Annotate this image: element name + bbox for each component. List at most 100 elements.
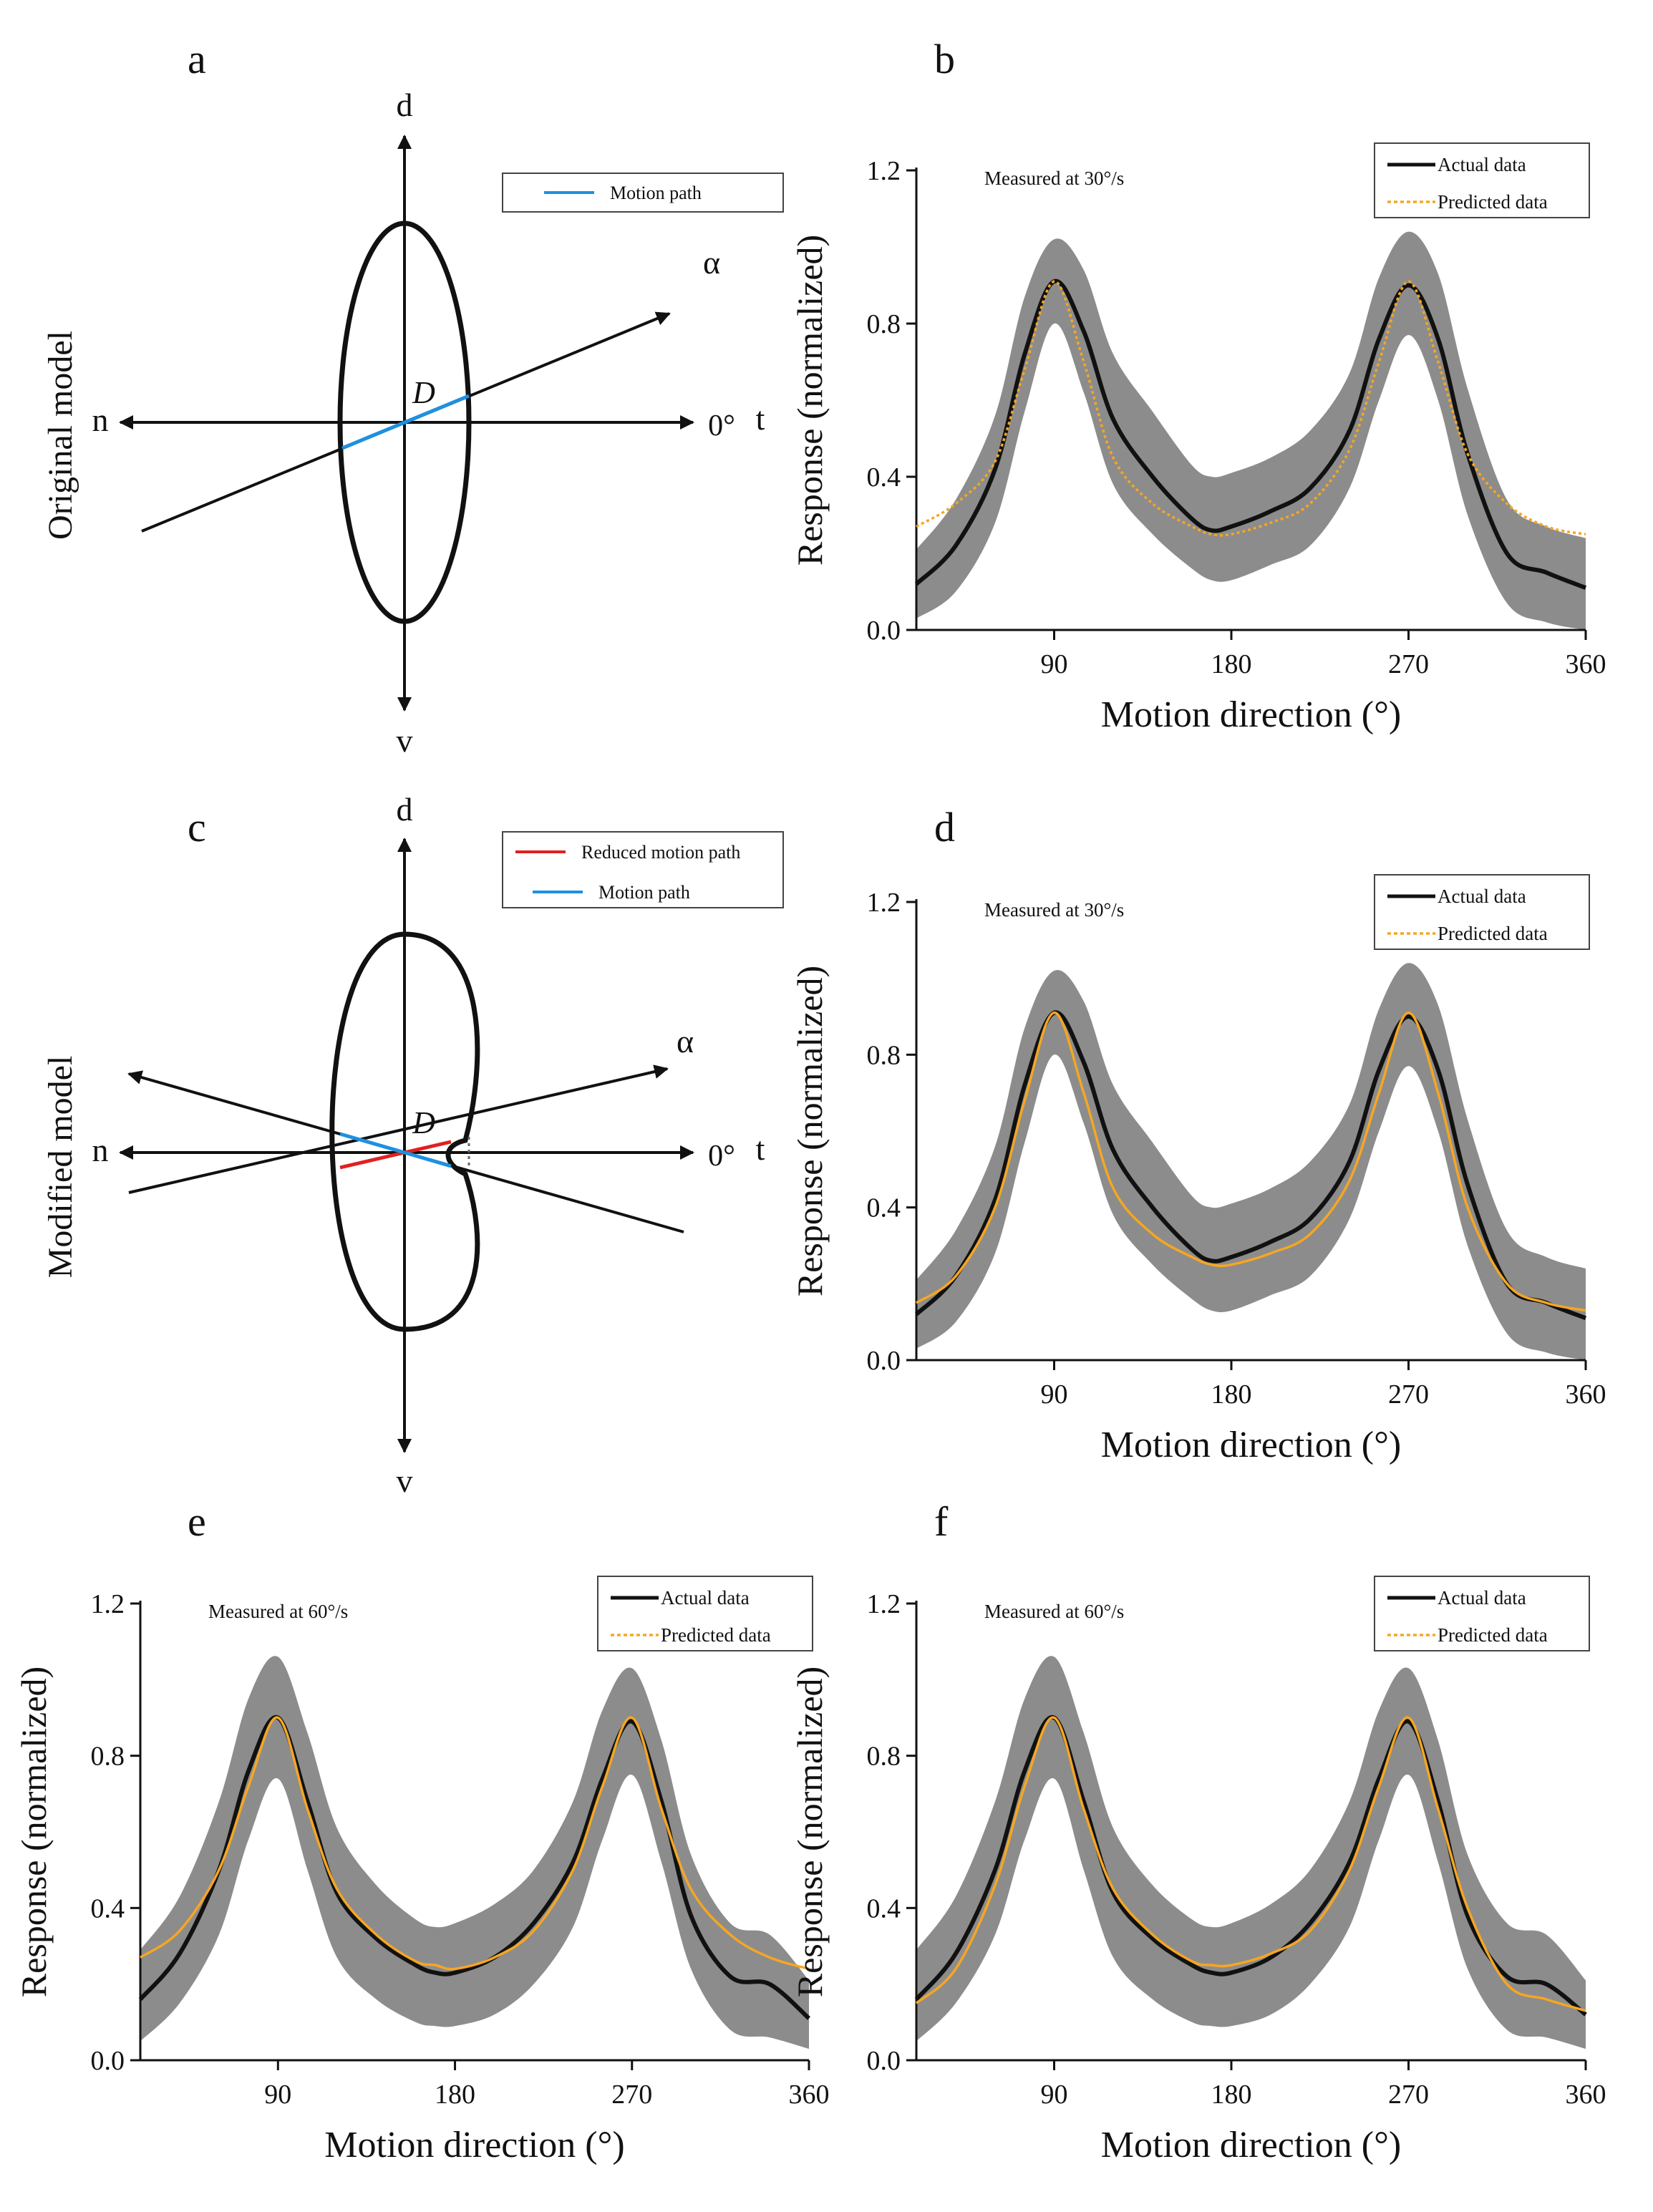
actual-data-line-b — [914, 278, 1587, 590]
x-tick-label-f: 180 — [1211, 2080, 1252, 2110]
legend-box-b — [1374, 142, 1590, 218]
y-tick-label-f: 0.0 — [867, 2046, 901, 2076]
annotation-e: Measured at 60°/s — [208, 1601, 348, 1622]
x-axis-label-b: Motion direction (°) — [1101, 694, 1401, 735]
legend-box-c — [502, 831, 784, 908]
legend-label-actual-e: Actual data — [661, 1587, 750, 1609]
y-tick-label-f: 1.2 — [867, 1589, 901, 1619]
panel-letter-b: b — [934, 36, 955, 82]
legend-label-predicted-f: Predicted data — [1438, 1624, 1548, 1646]
legend-a: Motion path — [502, 173, 784, 213]
legend-box-d — [1374, 874, 1590, 950]
panel-letter-d: d — [934, 804, 955, 850]
label-zero-deg-c: 0° — [708, 1140, 735, 1173]
x-tick-label-e: 360 — [789, 2080, 830, 2110]
legend-label-motion-path-a: Motion path — [610, 183, 702, 203]
chart-b: 0.0 0.4 0.8 1.2 90 180 270 360 Motion direction … — [790, 142, 1606, 735]
label-dorsal-a: d — [397, 87, 413, 123]
label-center-a: D — [412, 375, 435, 410]
label-alpha-c: α — [677, 1023, 694, 1059]
y-tick-label-b: 0.0 — [867, 616, 901, 646]
x-tick-label-f: 360 — [1566, 2080, 1606, 2110]
x-tick-label-f: 90 — [1041, 2080, 1068, 2110]
row-label-modified-model: Modified model — [42, 1056, 79, 1279]
chart-e: 0.0 0.4 0.8 1.2 90 180 270 360 Motion direction … — [14, 1576, 830, 2165]
x-axis-label-d: Motion direction (°) — [1101, 1425, 1401, 1465]
predicted-data-line-b — [916, 280, 1586, 537]
x-tick-label-b: 360 — [1566, 649, 1606, 679]
label-center-c: D — [412, 1105, 435, 1140]
predicted-data-line-e — [140, 1716, 810, 1971]
chart-d: 0.0 0.4 0.8 1.2 90 180 270 360 Motion direction … — [790, 874, 1606, 1465]
panel-letter-e: e — [188, 1498, 206, 1545]
legend-box-e — [597, 1576, 813, 1651]
label-zero-deg-a: 0° — [708, 409, 735, 442]
legend-label-actual-f: Actual data — [1438, 1587, 1526, 1609]
y-tick-label-b: 0.4 — [867, 462, 901, 493]
y-tick-label-e: 1.2 — [91, 1589, 125, 1619]
predicted-data-line-d — [916, 1011, 1586, 1312]
y-tick-label-b: 1.2 — [867, 156, 901, 186]
y-tick-label-e: 0.4 — [91, 1893, 125, 1924]
legend-label-predicted-b: Predicted data — [1438, 191, 1548, 213]
label-temporal-c: t — [756, 1130, 765, 1167]
panel-letter-a: a — [188, 36, 206, 82]
annotation-b: Measured at 30°/s — [984, 168, 1124, 189]
receptive-field-ellipse-c — [329, 931, 480, 1332]
reduced-path-upper-c — [404, 1140, 452, 1155]
x-tick-label-e: 180 — [435, 2080, 475, 2110]
x-tick-label-b: 180 — [1211, 649, 1252, 679]
label-temporal-a: t — [756, 400, 765, 437]
y-axis-label-f: Response (normalized) — [790, 1667, 830, 1997]
x-tick-label-b: 270 — [1388, 649, 1429, 679]
y-tick-label-f: 0.8 — [867, 1742, 901, 1772]
legend-c: Reduced motion path Motion path — [502, 831, 784, 908]
legend-label-actual-b: Actual data — [1438, 154, 1526, 175]
panel-letter-f: f — [934, 1498, 949, 1545]
motion-path-lower-c — [404, 1150, 452, 1168]
diagram-c: c Modified model d v n 0° t α D Reduced … — [42, 791, 784, 1499]
x-tick-label-d: 180 — [1211, 1379, 1252, 1410]
legend-label-predicted-d: Predicted data — [1438, 923, 1548, 944]
legend-label-reduced-path-c: Reduced motion path — [581, 842, 740, 863]
y-axis-label-b: Response (normalized) — [790, 235, 830, 566]
std-band-f — [916, 1656, 1586, 2050]
std-band-d — [916, 963, 1586, 1360]
x-axis-label-f: Motion direction (°) — [1101, 2125, 1401, 2165]
annotation-f: Measured at 60°/s — [984, 1601, 1124, 1622]
label-alpha-a: α — [703, 244, 720, 281]
motion-path-segment-a — [341, 394, 470, 450]
alpha-line-upper-c — [128, 1064, 669, 1194]
receptive-field-ellipse-a — [337, 220, 472, 624]
y-tick-label-d: 1.2 — [867, 888, 901, 918]
x-tick-label-d: 270 — [1388, 1379, 1429, 1410]
reduced-path-lower-c — [339, 1150, 405, 1170]
y-tick-label-d: 0.8 — [867, 1040, 901, 1070]
predicted-data-line-f — [915, 1716, 1586, 2012]
std-band-e — [140, 1656, 809, 2050]
legend-box-f — [1374, 1576, 1590, 1651]
label-ventral-c: v — [397, 1462, 413, 1499]
y-tick-label-b: 0.8 — [867, 309, 901, 339]
y-tick-label-e: 0.8 — [91, 1742, 125, 1772]
y-tick-label-f: 0.4 — [867, 1893, 901, 1924]
x-tick-label-b: 90 — [1041, 649, 1068, 679]
panel-letter-c: c — [188, 804, 206, 850]
x-tick-label-d: 90 — [1041, 1379, 1068, 1410]
label-nasal-c: n — [92, 1132, 109, 1168]
label-ventral-a: v — [397, 722, 413, 759]
legend-label-motion-path-c: Motion path — [598, 882, 690, 903]
y-tick-label-d: 0.0 — [867, 1346, 901, 1376]
y-tick-label-e: 0.0 — [91, 2046, 125, 2076]
x-axis-label-e: Motion direction (°) — [324, 2125, 624, 2165]
annotation-d: Measured at 30°/s — [984, 899, 1124, 921]
std-band-b — [916, 231, 1586, 631]
x-tick-label-f: 270 — [1388, 2080, 1429, 2110]
diagram-a: a Original model d v n 0° t α D Motion p… — [42, 36, 784, 759]
legend-label-actual-d: Actual data — [1438, 886, 1526, 907]
x-tick-label-d: 360 — [1566, 1379, 1606, 1410]
y-axis-label-e: Response (normalized) — [14, 1667, 54, 1997]
x-tick-label-e: 270 — [611, 2080, 652, 2110]
actual-data-line-e — [138, 1714, 811, 2020]
